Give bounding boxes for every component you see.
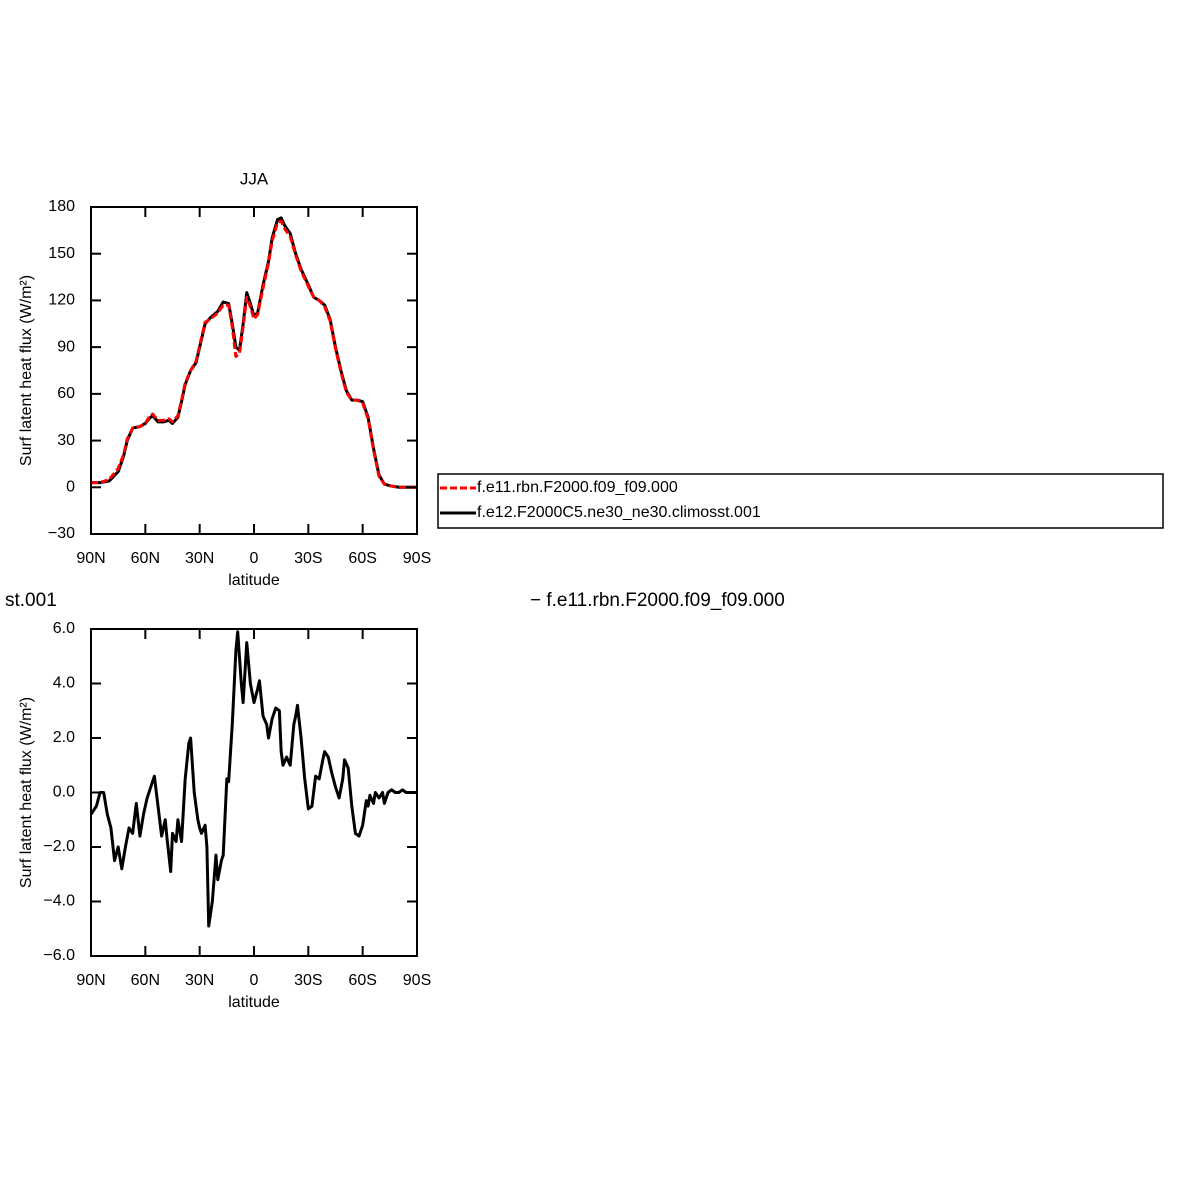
x-tick-label: 0 — [250, 972, 259, 989]
y-tick-label: −6.0 — [43, 947, 75, 964]
legend-label: f.e11.rbn.F2000.f09_f09.000 — [477, 479, 678, 496]
plot-frame — [90, 628, 418, 957]
y-tick-label: 60 — [57, 385, 75, 402]
x-tick-label: 0 — [250, 550, 259, 567]
y-tick-label: 4.0 — [53, 675, 75, 692]
legend-label: f.e12.F2000C5.ne30_ne30.climosst.001 — [477, 504, 761, 521]
y-tick-label: −4.0 — [43, 893, 75, 910]
x-tick-label: 90N — [76, 972, 105, 989]
x-tick-label: 60N — [131, 972, 160, 989]
x-tick-label: 30N — [185, 550, 214, 567]
y-tick-label: 6.0 — [53, 620, 75, 637]
y-tick-label: 180 — [48, 198, 75, 215]
y-tick-label: 2.0 — [53, 729, 75, 746]
chart-title: JJA — [240, 169, 269, 188]
y-tick-label: 90 — [57, 338, 75, 355]
y-axis-label: Surf latent heat flux (W/m²) — [18, 275, 35, 466]
x-tick-label: 60S — [348, 550, 376, 567]
x-tick-label: 30S — [294, 550, 322, 567]
y-tick-label: −2.0 — [43, 838, 75, 855]
annotation: − f.e11.rbn.F2000.f09_f09.000 — [530, 590, 785, 611]
plot-frame — [90, 206, 418, 535]
y-axis-label: Surf latent heat flux (W/m²) — [18, 697, 35, 888]
data-line — [91, 216, 417, 489]
y-tick-label: 0.0 — [53, 784, 75, 801]
y-tick-label: 120 — [48, 292, 75, 309]
annotation: st.001 — [5, 590, 57, 611]
x-tick-label: 90S — [403, 972, 431, 989]
x-tick-label: 30N — [185, 972, 214, 989]
x-tick-label: 60S — [348, 972, 376, 989]
x-axis-label: latitude — [228, 994, 280, 1011]
y-tick-label: 150 — [48, 245, 75, 262]
x-tick-label: 60N — [131, 550, 160, 567]
y-tick-label: 30 — [57, 432, 75, 449]
data-line — [89, 630, 417, 928]
y-tick-label: −30 — [48, 525, 75, 542]
legend-box — [437, 473, 1164, 529]
y-tick-label: 0 — [66, 479, 75, 496]
x-axis-label: latitude — [228, 572, 280, 589]
x-tick-label: 30S — [294, 972, 322, 989]
x-tick-label: 90N — [76, 550, 105, 567]
x-tick-label: 90S — [403, 550, 431, 567]
data-line — [91, 219, 417, 489]
